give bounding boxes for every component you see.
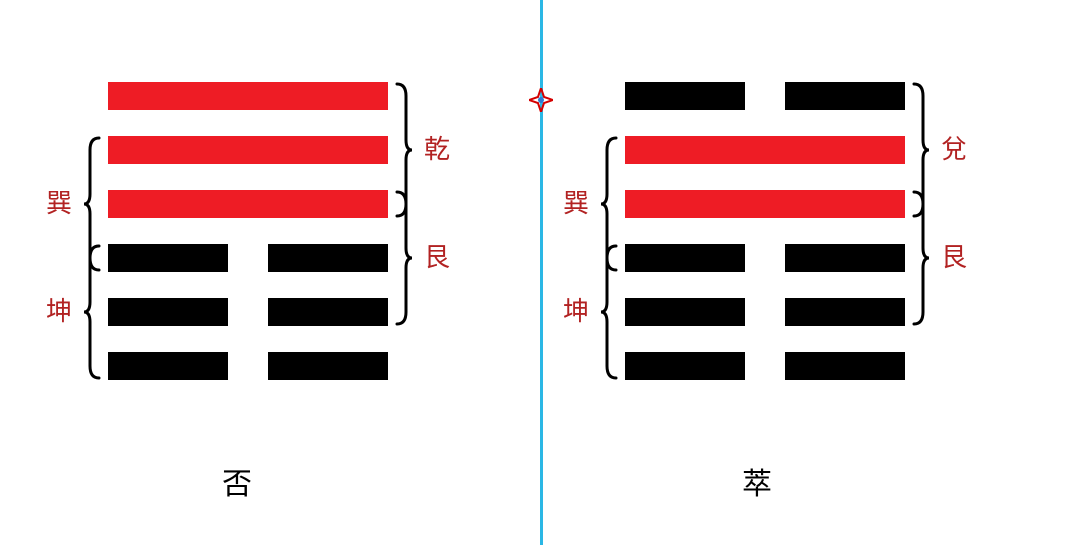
yin-line-left [108,244,228,272]
trigram-label: 乾 [424,137,450,163]
yin-line-left [108,352,228,380]
yang-line [625,190,905,218]
yin-line-left [625,298,745,326]
yin-line-right [268,352,388,380]
yin-line-right [785,244,905,272]
center-marker-icon [529,88,553,112]
yang-line [108,190,388,218]
hex-line [108,298,388,326]
trigram-label: 坤 [46,299,72,325]
hex-line [625,82,905,110]
trigram-label: 艮 [941,245,967,271]
trigram-brace [394,190,412,326]
trigram-brace [601,136,619,272]
hexagram-left: 乾艮巽坤 [108,82,388,380]
yin-line-right [268,244,388,272]
trigram-label: 坤 [563,299,589,325]
trigram-brace [84,244,102,380]
marker-dot [538,97,544,103]
trigram-label: 兌 [941,137,967,163]
trigram-label: 艮 [424,245,450,271]
hex-line [108,190,388,218]
trigram-brace [601,244,619,380]
trigram-brace [911,82,929,218]
yin-line-right [785,82,905,110]
hex-line [625,244,905,272]
hex-line [108,244,388,272]
yang-line [108,136,388,164]
hex-line [625,352,905,380]
yin-line-right [785,352,905,380]
yin-line-right [268,298,388,326]
yang-line [108,82,388,110]
hexagram-name: 否 [222,470,252,500]
trigram-brace [911,190,929,326]
hex-line [625,298,905,326]
trigram-brace [84,136,102,272]
hex-line [108,352,388,380]
yin-line-right [785,298,905,326]
trigram-brace [394,82,412,218]
hexagram-name: 萃 [742,470,772,500]
hex-line [108,82,388,110]
yin-line-left [625,82,745,110]
trigram-label: 巽 [46,191,72,217]
yang-line [625,136,905,164]
hex-line [625,190,905,218]
trigram-label: 巽 [563,191,589,217]
vertical-divider [540,0,543,545]
hexagram-right: 兌艮巽坤 [625,82,905,380]
hex-line [108,136,388,164]
yin-line-left [625,244,745,272]
yin-line-left [108,298,228,326]
hex-line [625,136,905,164]
yin-line-left [625,352,745,380]
